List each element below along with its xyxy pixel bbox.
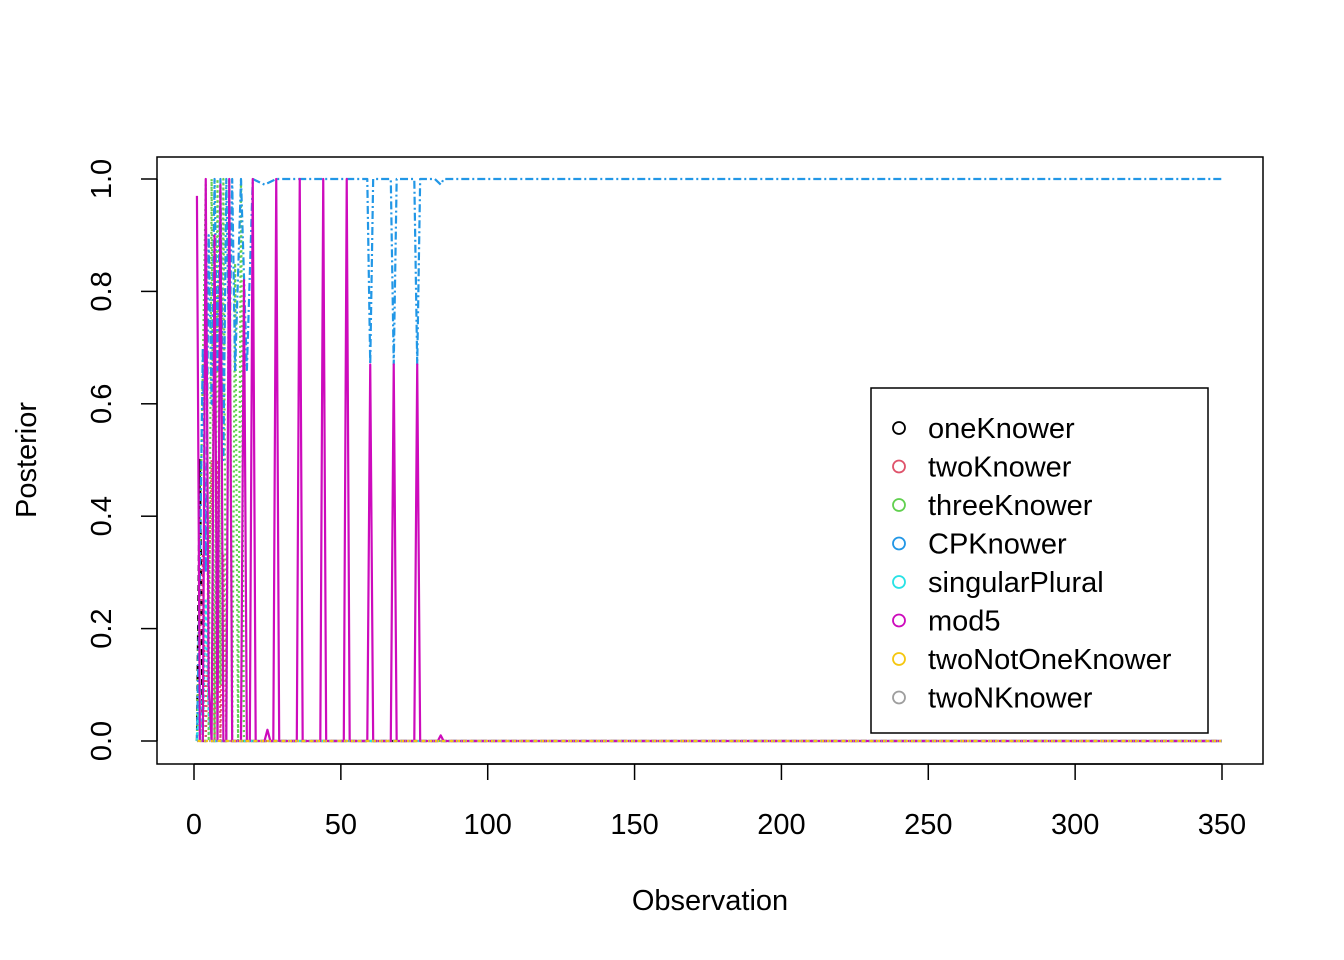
legend-label-twoNotOneKnower: twoNotOneKnower — [928, 644, 1172, 676]
legend-label-twoKnower: twoKnower — [928, 452, 1072, 484]
legend-label-threeKnower: threeKnower — [928, 490, 1093, 522]
y-tick-label: 0.4 — [86, 496, 118, 536]
series-line-threeKnower — [195, 177, 1222, 743]
y-tick-label: 0.2 — [86, 608, 118, 648]
y-tick-label: 1.0 — [86, 159, 118, 199]
plot-area — [195, 177, 1222, 743]
legend-marker-twoNKnower — [892, 690, 906, 705]
legend-marker-twoNotOneKnower — [892, 652, 906, 666]
legend-marker-mod5 — [892, 613, 906, 628]
x-tick-label: 200 — [757, 809, 805, 841]
legend: oneKnower twoKnower threeKnower CPKnower sin… — [870, 387, 1209, 734]
y-tick-label: 0.6 — [86, 384, 118, 424]
x-tick-label: 250 — [904, 809, 952, 841]
series-line-mod5 — [195, 177, 1222, 743]
legend-marker-CPKnower — [892, 536, 906, 551]
legend-label-singularPlural: singularPlural — [928, 567, 1104, 599]
x-tick-label: 50 — [325, 809, 357, 841]
x-tick-label: 0 — [186, 809, 202, 841]
y-tick-label: 0.0 — [86, 721, 118, 761]
legend-marker-threeKnower — [892, 498, 906, 512]
legend-box — [870, 387, 1209, 734]
y-axis: 0.0 0.2 0.4 0.6 0.8 1.0 — [86, 159, 158, 761]
legend-marker-twoKnower — [892, 459, 906, 474]
x-tick-label: 300 — [1051, 809, 1099, 841]
legend-label-mod5: mod5 — [928, 606, 1001, 638]
x-tick-label: 150 — [610, 809, 658, 841]
x-tick-label: 350 — [1198, 809, 1246, 841]
x-axis: 0 50 100 150 200 250 300 350 — [186, 763, 1246, 841]
x-tick-label: 100 — [464, 809, 512, 841]
legend-marker-oneKnower — [892, 421, 906, 435]
legend-marker-singularPlural — [892, 575, 906, 589]
x-axis-label: Observation — [632, 885, 788, 917]
legend-label-twoNKnower: twoNKnower — [928, 683, 1093, 715]
legend-label-oneKnower: oneKnower — [928, 413, 1075, 445]
y-axis-label: Posterior — [11, 402, 43, 518]
y-tick-label: 0.8 — [86, 271, 118, 311]
series-line-CPKnower — [195, 177, 1222, 742]
legend-label-CPKnower: CPKnower — [928, 529, 1067, 561]
